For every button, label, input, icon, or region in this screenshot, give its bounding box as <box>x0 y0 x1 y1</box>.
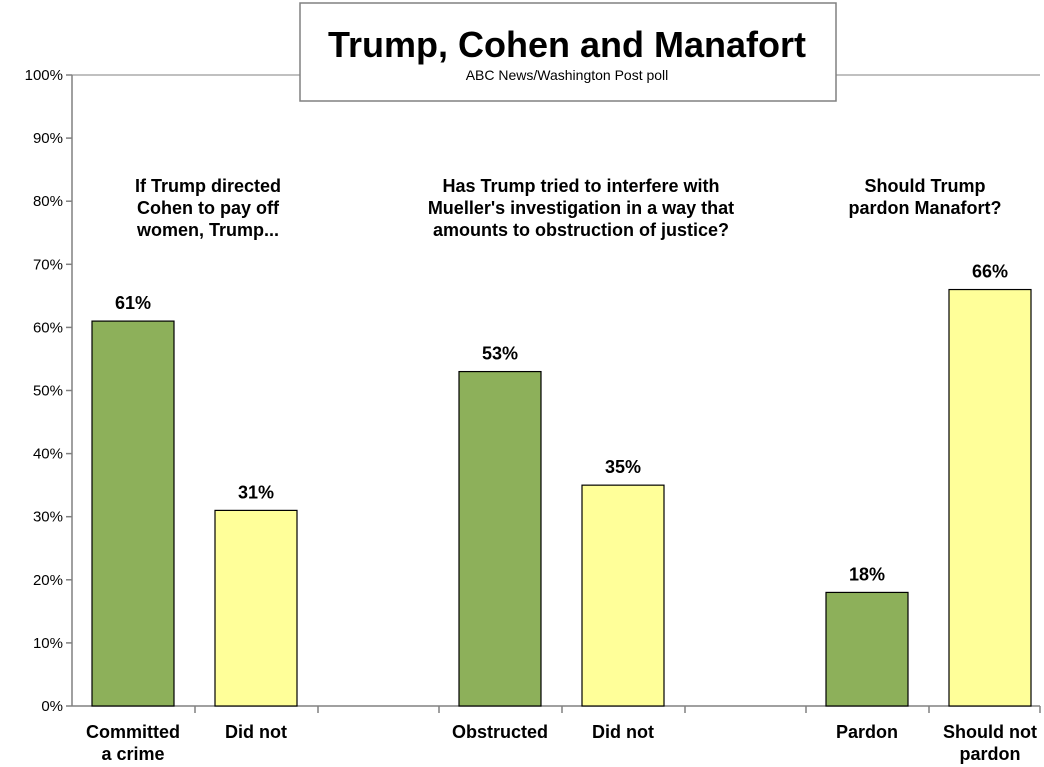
data-label: 66% <box>972 262 1008 282</box>
category-label: Did not <box>225 722 287 742</box>
y-tick-label: 20% <box>33 572 63 589</box>
y-tick-label: 40% <box>33 446 63 463</box>
y-tick-label: 10% <box>33 635 63 652</box>
group-question-label: amounts to obstruction of justice? <box>433 220 729 240</box>
chart-title-box: Trump, Cohen and Manafort ABC News/Washi… <box>299 2 837 102</box>
category-label: Obstructed <box>452 722 548 742</box>
y-tick-label: 90% <box>33 130 63 147</box>
y-tick-label: 60% <box>33 319 63 336</box>
data-label: 31% <box>238 482 274 502</box>
y-tick-label: 50% <box>33 383 63 400</box>
category-label: pardon <box>960 744 1021 764</box>
data-label: 35% <box>605 457 641 477</box>
bar <box>214 509 298 707</box>
y-tick-label: 30% <box>33 509 63 526</box>
group-question-label: If Trump directed <box>135 176 281 196</box>
group-question-label: women, Trump... <box>136 220 279 240</box>
y-tick-label: 100% <box>25 67 63 84</box>
y-tick-label: 0% <box>41 698 63 715</box>
group-question-label: pardon Manafort? <box>849 198 1002 218</box>
data-label: 53% <box>482 344 518 364</box>
category-label: Pardon <box>836 722 898 742</box>
group-question-label: Cohen to pay off <box>137 198 280 218</box>
category-label: Did not <box>592 722 654 742</box>
data-label: 61% <box>115 293 151 313</box>
category-label: a crime <box>101 744 164 764</box>
group-question-label: Mueller's investigation in a way that <box>428 198 734 218</box>
group-question-label: Has Trump tried to interfere with <box>442 176 719 196</box>
y-tick-label: 80% <box>33 193 63 210</box>
chart-subtitle: ABC News/Washington Post poll <box>466 67 669 83</box>
group-question-label: Should Trump <box>865 176 986 196</box>
data-label: 18% <box>849 564 885 584</box>
bar <box>825 591 909 707</box>
bar <box>581 484 665 707</box>
chart-title: Trump, Cohen and Manafort <box>328 24 806 65</box>
category-label: Should not <box>943 722 1037 742</box>
bar <box>948 288 1032 707</box>
y-tick-label: 70% <box>33 256 63 273</box>
bar <box>458 370 542 707</box>
bars-layer <box>91 288 1032 707</box>
bar <box>91 320 175 707</box>
category-label: Committed <box>86 722 180 742</box>
